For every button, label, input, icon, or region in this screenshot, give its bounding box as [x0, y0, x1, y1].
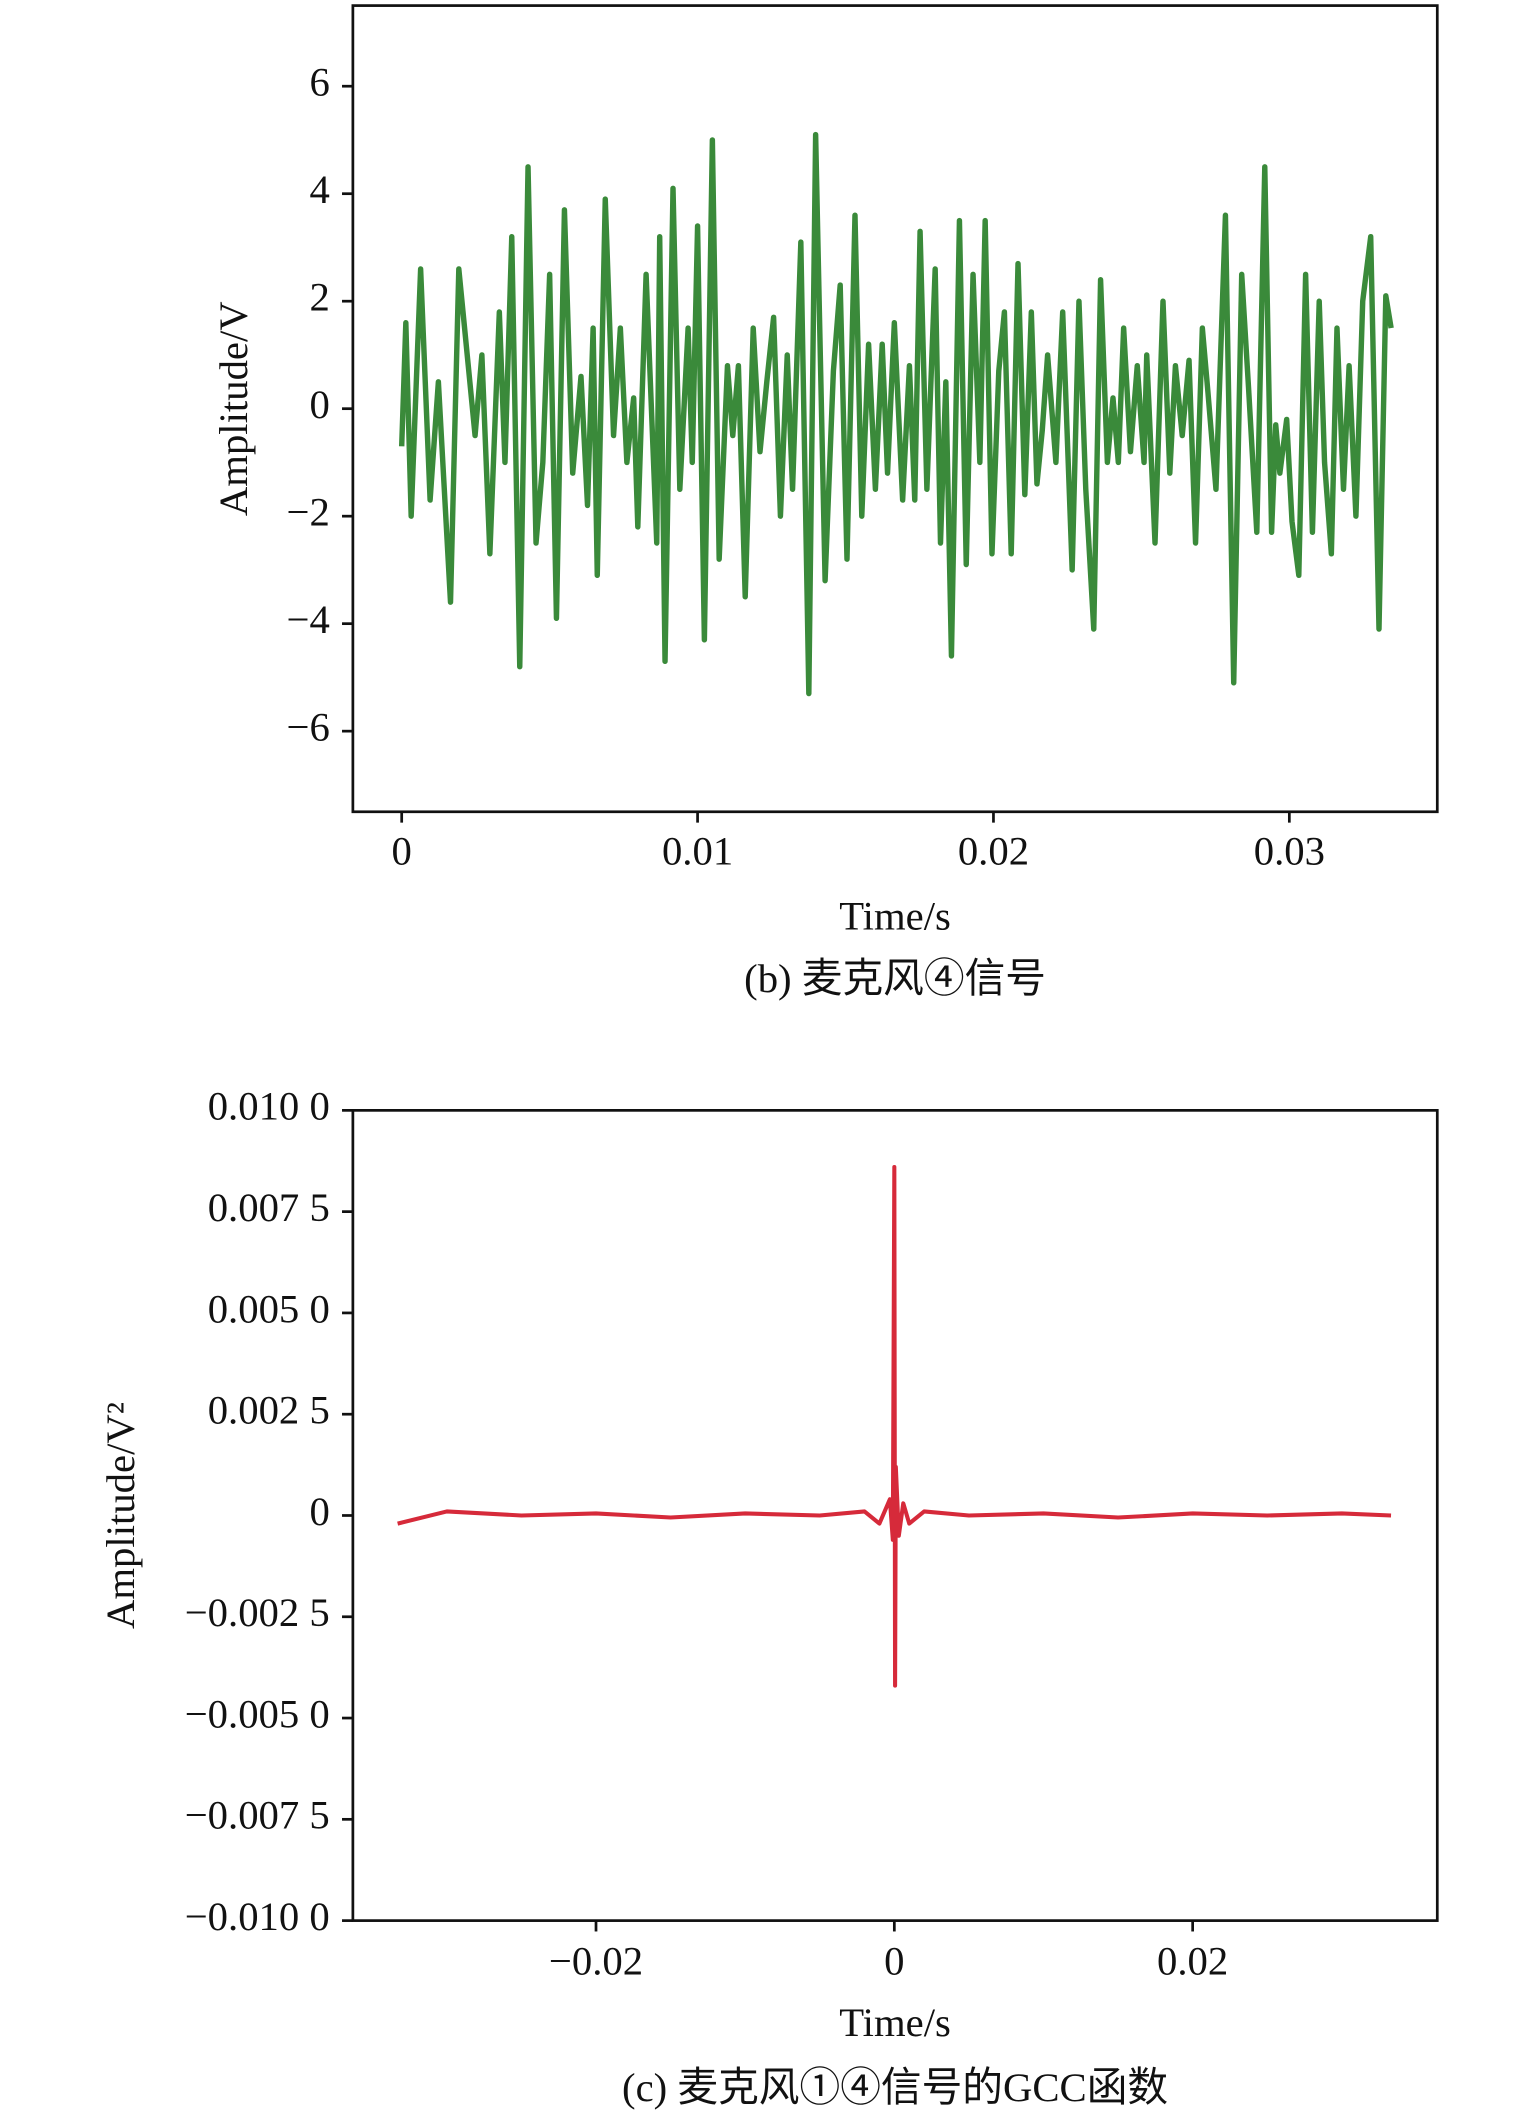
- y-axis-label: Amplitude/V²: [98, 1402, 143, 1629]
- signal-line: [398, 131, 1394, 697]
- x-tick-label: 0.01: [662, 829, 733, 874]
- x-tick-label: 0: [392, 829, 412, 874]
- x-tick-label: 0.02: [1157, 1939, 1228, 1984]
- y-tick-label: 6: [309, 60, 329, 105]
- x-tick-label: 0.02: [958, 829, 1029, 874]
- y-tick-label: −0.007 5: [185, 1793, 330, 1838]
- caption: (c) 麦克风①④信号的GCC函数: [622, 2065, 1168, 2110]
- y-tick-label: 0: [309, 1489, 329, 1534]
- y-tick-label: −0.010 0: [185, 1894, 330, 1939]
- y-tick-label: 0: [309, 382, 329, 427]
- y-tick-label: −0.002 5: [185, 1590, 330, 1635]
- y-tick-label: 0.005 0: [208, 1286, 330, 1331]
- signal-line: [397, 1165, 1392, 1688]
- y-axis-label: Amplitude/V: [211, 301, 256, 516]
- y-tick-label: −6: [286, 704, 329, 749]
- caption: (b) 麦克风④信号: [744, 956, 1046, 1001]
- x-axis-label: Time/s: [839, 894, 951, 939]
- x-tick-label: 0.03: [1254, 829, 1325, 874]
- x-axis-label: Time/s: [839, 2000, 951, 2045]
- y-tick-label: 0.002 5: [208, 1388, 330, 1433]
- y-tick-label: 2: [309, 275, 329, 320]
- y-tick-label: −0.005 0: [185, 1691, 330, 1736]
- x-tick-label: 0: [884, 1939, 904, 1984]
- y-tick-label: 0.007 5: [208, 1185, 330, 1230]
- y-tick-label: −2: [286, 490, 329, 535]
- y-tick-label: 0.010 0: [208, 1084, 330, 1129]
- x-tick-label: −0.02: [549, 1939, 643, 1984]
- y-tick-label: 4: [309, 167, 329, 212]
- y-tick-label: −4: [286, 597, 329, 642]
